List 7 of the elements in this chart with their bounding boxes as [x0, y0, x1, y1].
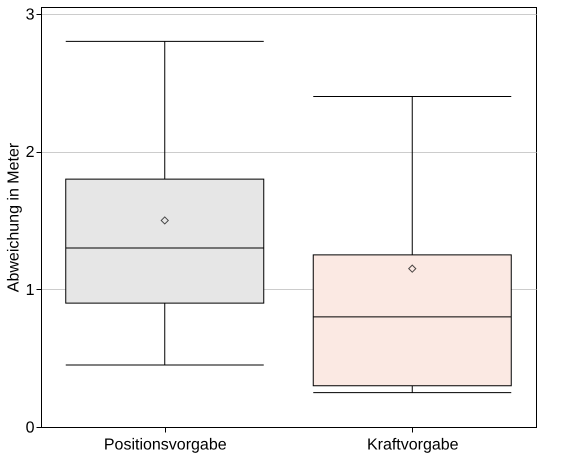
x-tick-label: Positionsvorgabe — [104, 436, 227, 454]
y-axis-title: Abweichung in Meter — [6, 142, 23, 292]
y-tick-label: 1 — [26, 282, 35, 299]
x-tick-label: Kraftvorgabe — [366, 436, 459, 454]
y-tick-label: 2 — [26, 144, 35, 162]
y-tick-label: 3 — [26, 6, 35, 24]
y-tick-label: 0 — [26, 420, 35, 436]
